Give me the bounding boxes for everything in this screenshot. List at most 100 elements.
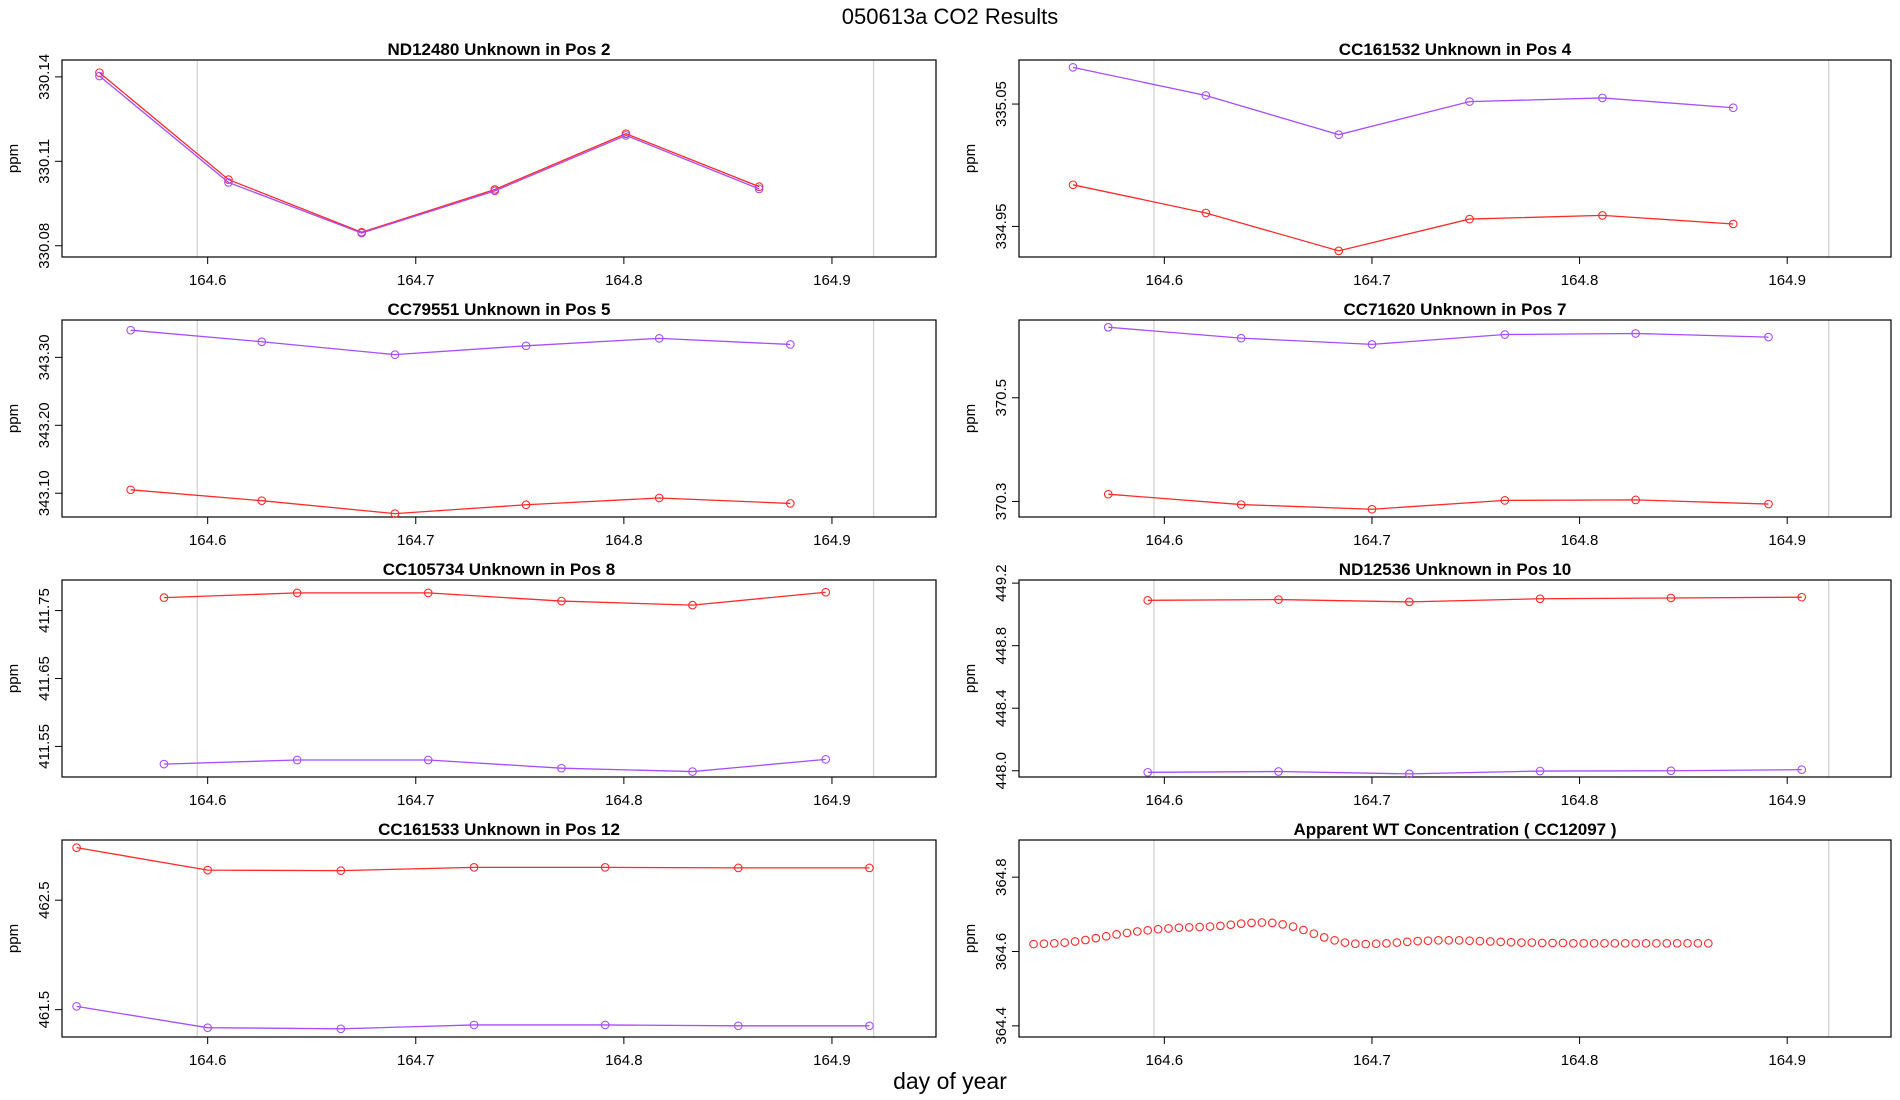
y-tick-label: 343.30 <box>36 334 53 380</box>
data-point-red <box>1444 936 1454 945</box>
data-point-purple <box>1666 766 1676 776</box>
data-point-red <box>1506 937 1516 947</box>
data-point-purple <box>1334 130 1344 139</box>
data-point-red <box>1413 936 1422 946</box>
data-point-red <box>1465 936 1474 946</box>
data-point-purple <box>733 1021 743 1031</box>
data-point-red <box>1652 938 1661 948</box>
x-tick-label: 164.8 <box>605 532 643 549</box>
data-point-purple <box>1103 322 1113 332</box>
data-point-red <box>1143 925 1153 935</box>
x-tick-label: 164.6 <box>1146 272 1184 289</box>
data-point-red <box>1589 938 1599 948</box>
x-tick-label: 164.6 <box>1146 792 1184 809</box>
data-point-purple <box>1797 765 1807 775</box>
panel-pos-8: CC105734 Unknown in Pos 8 164.6 164.7 164.8… <box>5 560 937 809</box>
y-axis-label: ppm <box>5 664 22 693</box>
panel-title: CC79551 Unknown in Pos 5 <box>388 300 611 319</box>
y-axis-label: ppm <box>5 924 22 953</box>
data-point-red <box>1728 219 1738 229</box>
data-point-red <box>1049 938 1059 948</box>
x-tick-label: 164.9 <box>813 532 851 549</box>
data-point-red <box>1195 922 1204 932</box>
data-point-red <box>1216 921 1225 931</box>
y-tick-label: 462.5 <box>36 881 53 919</box>
data-point-purple <box>1631 329 1640 338</box>
panel-title: CC161533 Unknown in Pos 12 <box>378 820 620 839</box>
data-point-red <box>1226 920 1236 930</box>
data-point-purple <box>1068 62 1078 72</box>
data-point-red <box>1101 931 1111 941</box>
data-point-purple <box>126 325 136 335</box>
data-point-purple <box>292 755 302 765</box>
data-point-red <box>754 182 764 191</box>
series-line-purple <box>76 1005 870 1030</box>
data-point-red <box>1029 939 1038 949</box>
data-point-red <box>126 485 136 495</box>
data-point-red <box>159 593 169 603</box>
data-point-red <box>1465 214 1474 224</box>
panel-title: CC71620 Unknown in Pos 7 <box>1344 300 1567 319</box>
data-point-red <box>1371 939 1381 949</box>
series-line-purple <box>163 758 826 773</box>
data-point-red <box>1330 936 1339 945</box>
x-tick-label: 164.9 <box>813 792 851 809</box>
data-point-red <box>1496 937 1506 947</box>
data-point-red <box>785 499 795 508</box>
data-point-purple <box>785 340 795 349</box>
x-tick-label: 164.8 <box>1561 1052 1599 1069</box>
data-point-red <box>1434 936 1443 945</box>
data-point-purple <box>257 337 267 347</box>
series-line-red <box>1072 184 1734 252</box>
data-point-red <box>1641 938 1651 948</box>
data-point-red <box>1598 211 1607 220</box>
x-tick-label: 164.8 <box>605 272 643 289</box>
data-point-red <box>1340 938 1350 947</box>
data-point-purple <box>1367 340 1377 349</box>
data-point-red <box>1454 936 1464 945</box>
data-point-red <box>1060 938 1070 947</box>
y-tick-label: 330.08 <box>36 223 53 269</box>
y-tick-label: 343.20 <box>36 402 53 448</box>
data-point-red <box>423 588 433 598</box>
y-tick-label: 330.14 <box>36 54 53 100</box>
y-axis-label: ppm <box>962 144 979 173</box>
series-line-red <box>99 72 760 233</box>
data-point-purple <box>1465 97 1474 106</box>
x-tick-label: 164.6 <box>1146 532 1184 549</box>
x-tick-label: 164.9 <box>1768 1052 1806 1069</box>
data-point-purple <box>865 1021 874 1031</box>
y-tick-label: 330.11 <box>36 139 53 184</box>
data-point-red <box>1103 489 1113 499</box>
data-point-red <box>1404 597 1414 607</box>
data-point-red <box>1558 938 1568 948</box>
data-point-red <box>1485 937 1495 946</box>
panel-title: ND12536 Unknown in Pos 10 <box>1339 560 1571 579</box>
panel-title: CC105734 Unknown in Pos 8 <box>383 560 615 579</box>
data-point-red <box>1350 939 1360 949</box>
data-point-red <box>72 843 81 853</box>
data-point-red <box>865 863 874 873</box>
data-point-red <box>1201 208 1211 218</box>
plot-frame <box>1018 59 1892 258</box>
plot-frame <box>1018 839 1892 1038</box>
panel-pos-12: CC161533 Unknown in Pos 12 164.6 164.7 164.… <box>5 820 937 1069</box>
data-point-red <box>1631 938 1640 948</box>
data-point-red <box>1205 922 1215 931</box>
data-point-purple <box>159 759 169 769</box>
data-point-red <box>1600 938 1609 948</box>
x-tick-label: 164.7 <box>397 1052 435 1069</box>
data-point-red <box>1153 924 1163 934</box>
data-point-red <box>1367 504 1377 514</box>
x-tick-label: 164.8 <box>605 1052 643 1069</box>
panel-title: Apparent WT Concentration ( CC12097 ) <box>1293 820 1616 839</box>
data-point-red <box>1631 495 1640 505</box>
plot-frame <box>1018 319 1892 518</box>
data-point-purple <box>72 1002 81 1011</box>
data-point-red <box>1174 923 1184 933</box>
data-point-red <box>1537 938 1547 948</box>
data-point-red <box>1517 938 1526 947</box>
data-point-purple <box>390 350 400 359</box>
x-tick-label: 164.7 <box>397 792 435 809</box>
panel-title: CC161532 Unknown in Pos 4 <box>1339 40 1572 59</box>
